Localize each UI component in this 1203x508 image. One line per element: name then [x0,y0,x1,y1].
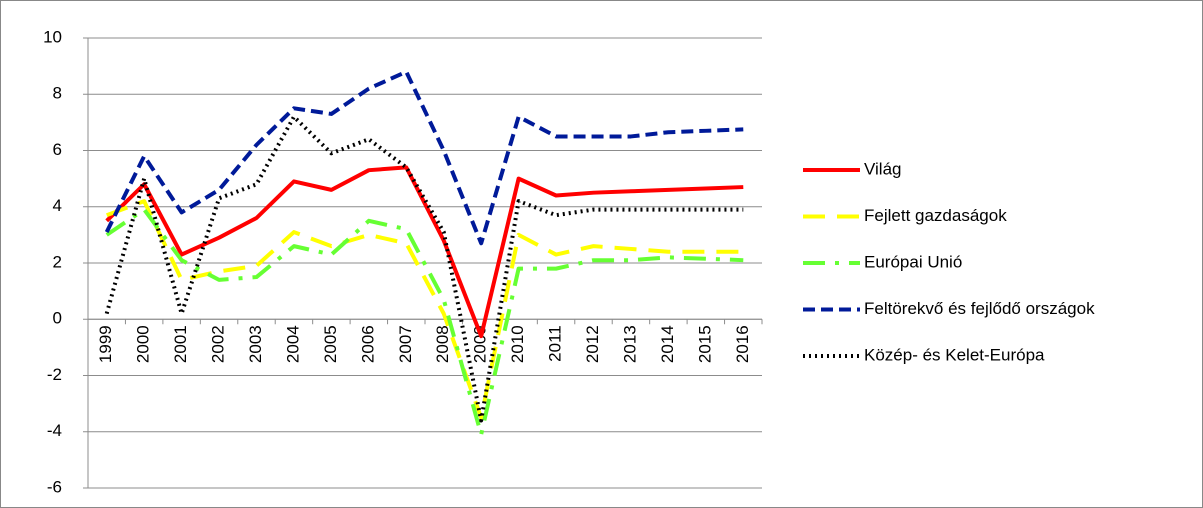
x-tick-label: 2015 [695,325,714,363]
x-tick-label: 2016 [733,325,752,363]
y-tick-label: -2 [47,365,62,384]
x-tick-label: 2010 [508,325,527,363]
legend-label: Európai Unió [864,252,962,271]
x-tick-label: 2000 [134,325,153,363]
legend-label: Fejlett gazdaságok [864,206,1007,225]
y-tick-label: 10 [43,27,62,46]
x-tick-label: 2013 [620,325,639,363]
y-tick-label: 0 [53,309,62,328]
legend-label: Feltörekvő és fejlődő országok [864,299,1095,318]
y-tick-label: 8 [53,84,62,103]
series-line [104,69,744,246]
legend-label: Világ [864,159,902,178]
x-tick-label: 2007 [396,325,415,363]
x-tick-label: 2008 [433,325,452,363]
x-tick-label: 1999 [96,325,115,363]
x-tick-label: 2002 [209,325,228,363]
x-tick-label: 2004 [283,325,302,363]
x-tick-label: 2012 [583,325,602,363]
x-tick-label: 2006 [358,325,377,363]
legend-label: Közép- és Kelet-Európa [864,345,1045,364]
y-tick-label: 2 [53,252,62,271]
y-tick-label: -6 [47,477,62,496]
y-tick-label: -4 [47,421,62,440]
series-line [105,165,744,339]
y-tick-label: 4 [53,196,62,215]
x-tick-label: 2014 [658,325,677,363]
x-tick-label: 2005 [321,325,340,363]
x-tick-label: 2003 [246,325,265,363]
series-line [106,199,744,420]
x-tick-label: 2001 [171,325,190,363]
x-tick-label: 2011 [546,325,565,362]
x-tick-label: 2009 [471,325,490,363]
y-tick-label: 6 [53,140,62,159]
series-line [105,207,744,437]
